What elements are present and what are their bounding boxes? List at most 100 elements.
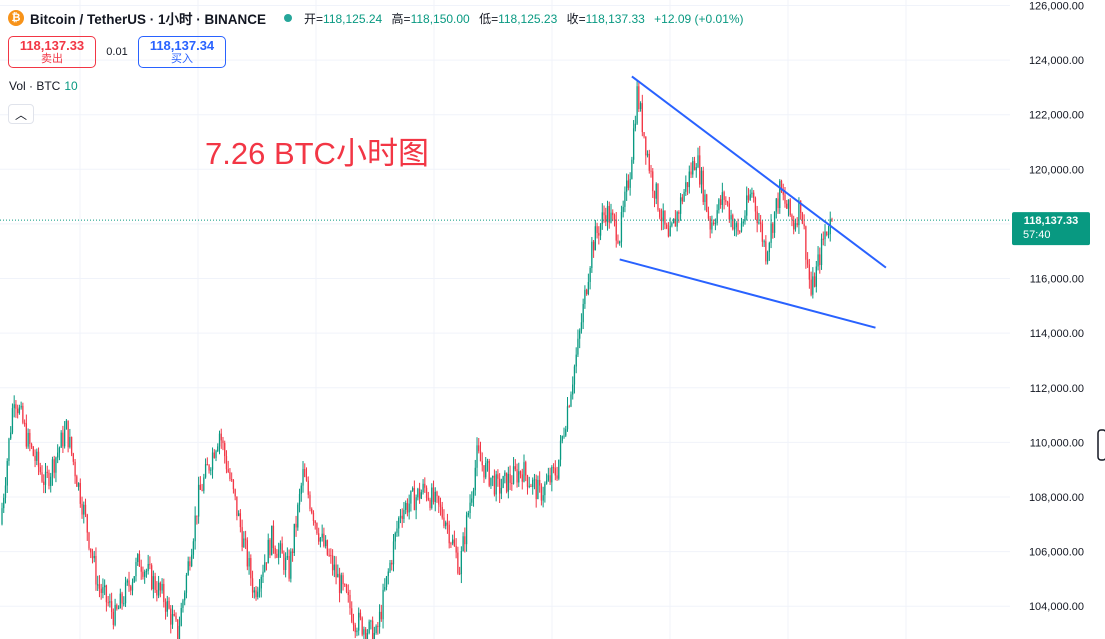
candle-body (298, 494, 301, 505)
candle-body (502, 476, 504, 488)
candle-body (441, 506, 443, 518)
candle-body (389, 562, 391, 572)
symbol-title[interactable]: Bitcoin / TetherUS · 1小时 · BINANCE (30, 12, 267, 27)
candle-body (405, 502, 407, 510)
candle-body (643, 132, 645, 137)
candle-body (121, 593, 123, 604)
trendlines[interactable] (619, 75, 887, 329)
candle-body (3, 497, 5, 509)
volume-value: 10 (64, 79, 78, 93)
candle-body (662, 210, 664, 222)
candle-body (716, 210, 718, 224)
market-status-dot[interactable] (284, 14, 293, 22)
candle-body (624, 191, 626, 207)
candle-body (700, 170, 703, 185)
candle-body (406, 502, 409, 513)
candle-body (297, 504, 299, 528)
high-value: 118,150.00 (410, 11, 470, 26)
candle-body (794, 223, 797, 230)
candle-body (554, 468, 556, 476)
candle-body (380, 611, 382, 620)
y-tick-label: 112,000.00 (1030, 383, 1084, 395)
price-axis[interactable]: 104,000.00 106,000.00 108,000.00 110,000.00… (1029, 0, 1084, 613)
candle-body (126, 580, 128, 583)
candle-body (777, 198, 779, 209)
candle-body (619, 241, 621, 244)
candle-body (203, 477, 205, 491)
candle-body (746, 195, 748, 216)
candle-body (558, 459, 560, 479)
candle-body (523, 462, 525, 482)
candle-body (48, 472, 50, 486)
candle-body (429, 499, 431, 508)
candle-body (827, 234, 830, 236)
candle-body (566, 406, 569, 430)
candle-body (492, 475, 494, 478)
candle-body (765, 241, 767, 262)
candle-body (156, 589, 158, 596)
candle-body (806, 259, 809, 265)
candle-body (39, 467, 41, 473)
trendline[interactable] (619, 258, 876, 329)
candle-body (93, 555, 95, 559)
candle-body (817, 254, 819, 267)
buy-button[interactable]: 118,137.34 买入 (138, 36, 226, 68)
sell-button[interactable]: 118,137.33 卖出 (8, 36, 96, 68)
candle-body (465, 515, 468, 545)
axis-handle[interactable] (1097, 429, 1105, 461)
candle-body (808, 264, 811, 280)
high-label: 高= (391, 11, 411, 26)
candle-body (585, 289, 588, 295)
candle-body (617, 240, 619, 244)
candlesticks (1, 80, 833, 639)
candle-body (344, 584, 346, 586)
candle-body (812, 276, 814, 295)
candle-body (279, 543, 282, 550)
candle-body (274, 547, 276, 554)
candle-body (472, 490, 475, 499)
candle-body (476, 445, 478, 468)
candle-body (766, 252, 769, 262)
candle-body (264, 562, 266, 572)
candle-body (324, 540, 327, 547)
candle-body (660, 217, 663, 222)
buy-price: 118,137.34 (149, 37, 215, 53)
candle-body (779, 180, 781, 209)
candle-body (194, 515, 196, 542)
candle-body (591, 241, 593, 269)
candle-body (384, 587, 386, 590)
candle-body (356, 630, 358, 633)
candle-body (657, 183, 659, 210)
candle-body (417, 488, 419, 498)
candle-body (589, 268, 591, 283)
candle-body (699, 155, 701, 185)
candle-body (102, 587, 104, 594)
candle-body (149, 563, 151, 566)
candle-body (330, 555, 332, 557)
candle-body (244, 538, 247, 541)
ohlc-readout: 开=118,125.24 高=118,150.00 低=118,125.23 收… (304, 10, 750, 27)
candle-body (201, 489, 203, 491)
candle-body (220, 433, 222, 441)
candle-body (124, 582, 127, 604)
candle-body (347, 592, 349, 596)
volume-legend[interactable]: Vol · BTC 10 (9, 79, 78, 93)
candle-body (22, 405, 24, 423)
candle-body (105, 585, 108, 603)
collapse-button[interactable]: ︿ (8, 104, 34, 124)
candle-body (135, 562, 137, 577)
candle-body (286, 555, 289, 558)
candle-body (154, 576, 156, 590)
candle-body (177, 619, 179, 639)
candle-body (638, 86, 640, 109)
candle-body (138, 554, 141, 567)
bitcoin-icon[interactable]: ₿ (8, 10, 24, 26)
candle-body (559, 440, 562, 460)
candle-body (791, 214, 793, 221)
candle-body (758, 222, 760, 224)
candle-body (27, 432, 29, 447)
candle-body (471, 498, 473, 503)
trendline[interactable] (631, 75, 887, 269)
candle-body (222, 440, 224, 444)
